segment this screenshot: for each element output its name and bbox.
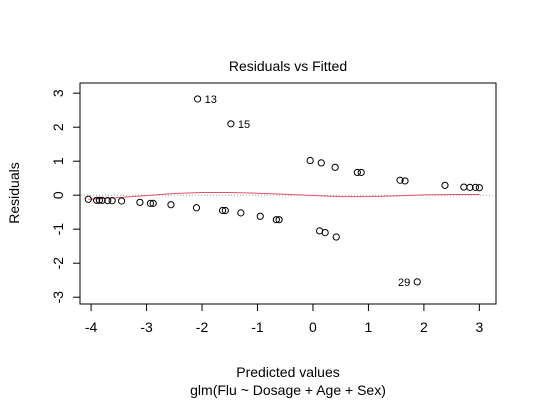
data-point bbox=[118, 197, 126, 205]
data-point bbox=[357, 168, 365, 177]
data-point bbox=[317, 159, 325, 167]
data-point bbox=[136, 198, 144, 206]
data-point bbox=[441, 181, 449, 189]
point-label: 29 bbox=[398, 277, 410, 289]
y-tick-label: 2 bbox=[50, 123, 66, 131]
data-point bbox=[275, 216, 283, 224]
data-point bbox=[331, 163, 339, 171]
y-axis-label: Residuals bbox=[6, 162, 22, 223]
data-point bbox=[193, 95, 202, 103]
data-point bbox=[413, 278, 421, 286]
data-point bbox=[218, 206, 227, 215]
data-point bbox=[332, 233, 340, 241]
x-axis-label: Predicted values bbox=[236, 364, 340, 380]
data-point bbox=[167, 201, 175, 209]
data-point bbox=[98, 196, 106, 204]
x-tick-label: 0 bbox=[309, 319, 317, 335]
data-point bbox=[460, 183, 468, 191]
y-tick-label: -3 bbox=[50, 291, 66, 304]
data-point bbox=[93, 196, 101, 204]
data-point bbox=[401, 177, 409, 185]
data-point bbox=[306, 156, 314, 165]
data-point bbox=[466, 183, 474, 191]
plot-frame bbox=[79, 82, 497, 305]
x-tick-label: -3 bbox=[140, 319, 153, 335]
data-point bbox=[471, 183, 480, 191]
x-tick-label: 1 bbox=[365, 319, 373, 335]
x-tick-label: -1 bbox=[251, 319, 264, 335]
data-point bbox=[146, 199, 155, 207]
data-point bbox=[221, 206, 229, 215]
data-point bbox=[396, 176, 404, 184]
data-point bbox=[237, 209, 245, 217]
point-label: 15 bbox=[238, 119, 250, 131]
data-point bbox=[192, 204, 201, 212]
data-point bbox=[149, 199, 157, 207]
smoother-line bbox=[88, 192, 480, 200]
y-tick-label: -2 bbox=[50, 257, 66, 270]
data-point bbox=[108, 197, 116, 205]
data-point bbox=[475, 184, 483, 192]
model-formula-subtitle: glm(Flu ~ Dosage + Age + Sex) bbox=[190, 382, 386, 398]
data-point bbox=[95, 196, 104, 204]
data-point bbox=[353, 168, 361, 177]
y-axis: -3 -2 -1 0 1 2 3 bbox=[50, 89, 81, 304]
x-tick-label: -2 bbox=[196, 319, 209, 335]
x-tick-label: -4 bbox=[85, 319, 98, 335]
data-point bbox=[321, 229, 329, 237]
x-tick-label: 3 bbox=[475, 319, 483, 335]
data-points bbox=[84, 95, 483, 286]
y-tick-label: -1 bbox=[50, 223, 66, 236]
y-tick-label: 3 bbox=[50, 89, 66, 97]
x-axis: -4 -3 -2 -1 0 1 2 3 bbox=[85, 303, 483, 335]
data-point bbox=[272, 216, 280, 224]
data-point bbox=[227, 120, 235, 128]
y-tick-label: 0 bbox=[50, 191, 66, 199]
chart-title: Residuals vs Fitted bbox=[229, 58, 347, 74]
data-point bbox=[104, 197, 112, 205]
x-tick-label: 2 bbox=[420, 319, 428, 335]
point-label: 13 bbox=[205, 94, 217, 106]
data-point bbox=[84, 195, 92, 203]
point-labels: 13 15 29 bbox=[205, 94, 411, 289]
y-tick-label: 1 bbox=[50, 157, 66, 165]
data-point bbox=[256, 212, 264, 220]
